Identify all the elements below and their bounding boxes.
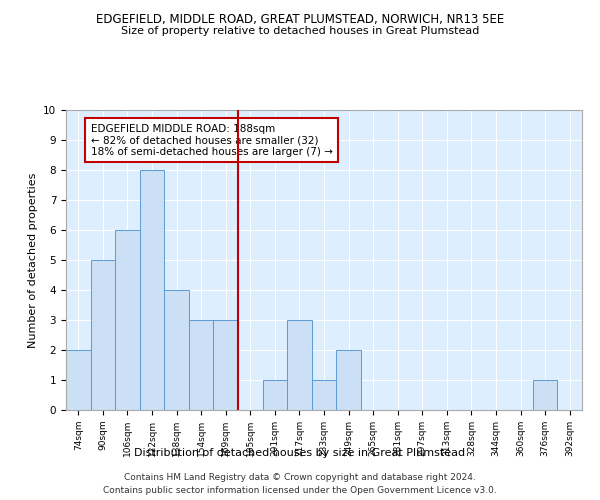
- Text: Contains public sector information licensed under the Open Government Licence v3: Contains public sector information licen…: [103, 486, 497, 495]
- Bar: [140, 170, 164, 410]
- Text: Distribution of detached houses by size in Great Plumstead: Distribution of detached houses by size …: [134, 448, 466, 458]
- Bar: [115, 230, 140, 410]
- Bar: [312, 380, 336, 410]
- Bar: [263, 380, 287, 410]
- Bar: [287, 320, 312, 410]
- Bar: [91, 260, 115, 410]
- Bar: [336, 350, 361, 410]
- Bar: [189, 320, 214, 410]
- Text: EDGEFIELD, MIDDLE ROAD, GREAT PLUMSTEAD, NORWICH, NR13 5EE: EDGEFIELD, MIDDLE ROAD, GREAT PLUMSTEAD,…: [96, 12, 504, 26]
- Bar: [66, 350, 91, 410]
- Text: Contains HM Land Registry data © Crown copyright and database right 2024.: Contains HM Land Registry data © Crown c…: [124, 472, 476, 482]
- Y-axis label: Number of detached properties: Number of detached properties: [28, 172, 38, 348]
- Bar: [533, 380, 557, 410]
- Bar: [214, 320, 238, 410]
- Text: Size of property relative to detached houses in Great Plumstead: Size of property relative to detached ho…: [121, 26, 479, 36]
- Text: EDGEFIELD MIDDLE ROAD: 188sqm
← 82% of detached houses are smaller (32)
18% of s: EDGEFIELD MIDDLE ROAD: 188sqm ← 82% of d…: [91, 124, 332, 156]
- Bar: [164, 290, 189, 410]
